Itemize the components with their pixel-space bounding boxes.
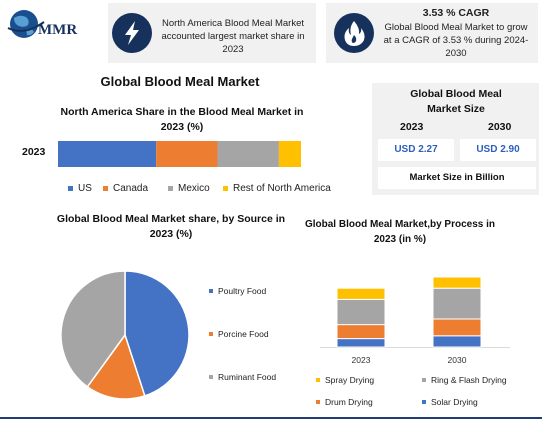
bar-2030-drum-drying bbox=[432, 318, 482, 337]
fact-1-text: North America Blood Meal Market accounte… bbox=[161, 18, 305, 55]
market-size-year-2: 2030 bbox=[488, 121, 512, 133]
fact-icon-circle bbox=[112, 13, 152, 53]
legend-label: US bbox=[78, 183, 92, 194]
legend-item-porcine-food: Porcine Food bbox=[209, 329, 269, 339]
market-size-title: Global Blood Meal Market Size bbox=[410, 88, 502, 115]
globe-logo-icon bbox=[7, 10, 45, 38]
legend-label: Spray Drying bbox=[325, 375, 375, 385]
bar-us bbox=[58, 141, 157, 167]
legend-swatch bbox=[422, 378, 426, 382]
chart3-title: Global Blood Meal Market,by Process in 2… bbox=[304, 219, 496, 245]
logo: MMR bbox=[4, 6, 104, 46]
fact-card-1: North America Blood Meal Market accounte… bbox=[108, 3, 316, 63]
logo-text: MMR bbox=[38, 22, 78, 38]
legend-label: Poultry Food bbox=[218, 286, 267, 296]
legend-swatch bbox=[209, 332, 213, 336]
legend-swatch bbox=[209, 375, 213, 379]
bar-2023-spray-drying bbox=[336, 287, 386, 300]
legend-swatch bbox=[168, 186, 173, 191]
legend-item-mexico: Mexico bbox=[168, 183, 210, 194]
flame-icon bbox=[344, 21, 365, 46]
legend-item-rest-of-north-america: Rest of North America bbox=[223, 183, 331, 194]
legend-item-solar-drying: Solar Drying bbox=[422, 397, 478, 407]
legend-swatch bbox=[422, 400, 426, 404]
legend-item-ring-flash-drying: Ring & Flash Drying bbox=[422, 375, 507, 385]
bar-2030-ring-flash-drying bbox=[432, 287, 482, 320]
bar-2023-ring-flash-drying bbox=[336, 298, 386, 326]
legend-label: Canada bbox=[113, 183, 149, 194]
legend-swatch bbox=[68, 186, 73, 191]
lightning-icon bbox=[125, 21, 139, 45]
legend-swatch bbox=[209, 289, 213, 293]
x-tick-label: 2030 bbox=[448, 355, 467, 365]
bar-2030-solar-drying bbox=[432, 335, 482, 348]
bar-mexico bbox=[217, 141, 279, 167]
market-size-footer: Market Size in Billion bbox=[378, 167, 536, 189]
chart2-title: Global Blood Meal Market share, by Sourc… bbox=[56, 213, 286, 240]
legend-label: Rest of North America bbox=[233, 183, 331, 194]
legend-label: Drum Drying bbox=[325, 397, 373, 407]
x-tick-label: 2023 bbox=[352, 355, 371, 365]
market-size-panel: Global Blood Meal Market Size 2023 2030 … bbox=[372, 83, 539, 195]
legend-item-canada: Canada bbox=[103, 183, 148, 194]
chart1-category-label: 2023 bbox=[22, 146, 46, 158]
legend-label: Ruminant Food bbox=[218, 372, 277, 382]
legend-label: Porcine Food bbox=[218, 329, 269, 339]
bar-2023-solar-drying bbox=[336, 338, 386, 348]
market-size-value-2: USD 2.90 bbox=[460, 139, 536, 161]
bottom-divider bbox=[0, 417, 542, 419]
fact-card-2: 3.53 % CAGR Global Blood Meal Market to … bbox=[326, 3, 538, 63]
legend-swatch bbox=[316, 400, 320, 404]
legend-swatch bbox=[223, 186, 228, 191]
bar-2023-drum-drying bbox=[336, 324, 386, 340]
legend-label: Ring & Flash Drying bbox=[431, 375, 507, 385]
legend-item-us: US bbox=[68, 183, 92, 194]
market-size-year-1: 2023 bbox=[400, 121, 424, 133]
chart2-plot bbox=[60, 270, 190, 400]
cagr-heading: 3.53 % CAGR bbox=[422, 7, 490, 19]
legend-swatch bbox=[103, 186, 108, 191]
legend-item-poultry-food: Poultry Food bbox=[209, 286, 266, 296]
legend-item-spray-drying: Spray Drying bbox=[316, 375, 374, 385]
chart3-plot: 2023 2030 bbox=[320, 276, 510, 365]
bar-2030-spray-drying bbox=[432, 276, 482, 289]
legend-label: Solar Drying bbox=[431, 397, 478, 407]
pie-slice-ruminant-food bbox=[60, 270, 126, 388]
fact-icon-circle bbox=[334, 13, 374, 53]
legend-label: Mexico bbox=[178, 183, 210, 194]
main-title: Global Blood Meal Market bbox=[100, 74, 260, 89]
fact-2-text: Global Blood Meal Market to grow at a CA… bbox=[383, 22, 529, 59]
pie-slice-poultry-food bbox=[124, 270, 190, 397]
chart1-plot bbox=[58, 141, 301, 167]
market-size-value-1: USD 2.27 bbox=[378, 139, 454, 161]
legend-item-drum-drying: Drum Drying bbox=[316, 397, 373, 407]
legend-item-ruminant-food: Ruminant Food bbox=[209, 372, 276, 382]
chart1-title: North America Share in the Blood Meal Ma… bbox=[60, 106, 304, 133]
bar-rest-of-north-america bbox=[278, 141, 301, 167]
bar-canada bbox=[156, 141, 218, 167]
pie-slice-porcine-food bbox=[86, 333, 146, 400]
legend-swatch bbox=[316, 378, 320, 382]
